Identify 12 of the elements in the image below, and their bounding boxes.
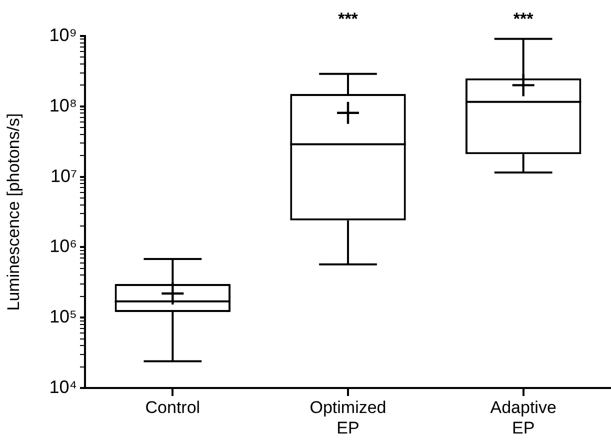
y-tick-label: 10⁵: [50, 306, 77, 327]
y-tick-label: 10⁹: [49, 24, 77, 45]
y-tick-label: 10⁷: [50, 166, 77, 186]
text: ***: [513, 10, 534, 29]
x-tick-label: Optimized EP: [310, 398, 386, 438]
y-tick-label: 10⁶: [50, 236, 77, 256]
x-tick-label: Control: [145, 398, 200, 417]
y-tick-label: 10⁸: [49, 95, 77, 116]
y-axis-title: Luminescence [photons/s]: [4, 113, 23, 311]
x-tick-label: Adaptive EP: [490, 398, 556, 438]
text: ***: [338, 10, 358, 29]
y-tick-label: 10⁴: [49, 376, 77, 397]
